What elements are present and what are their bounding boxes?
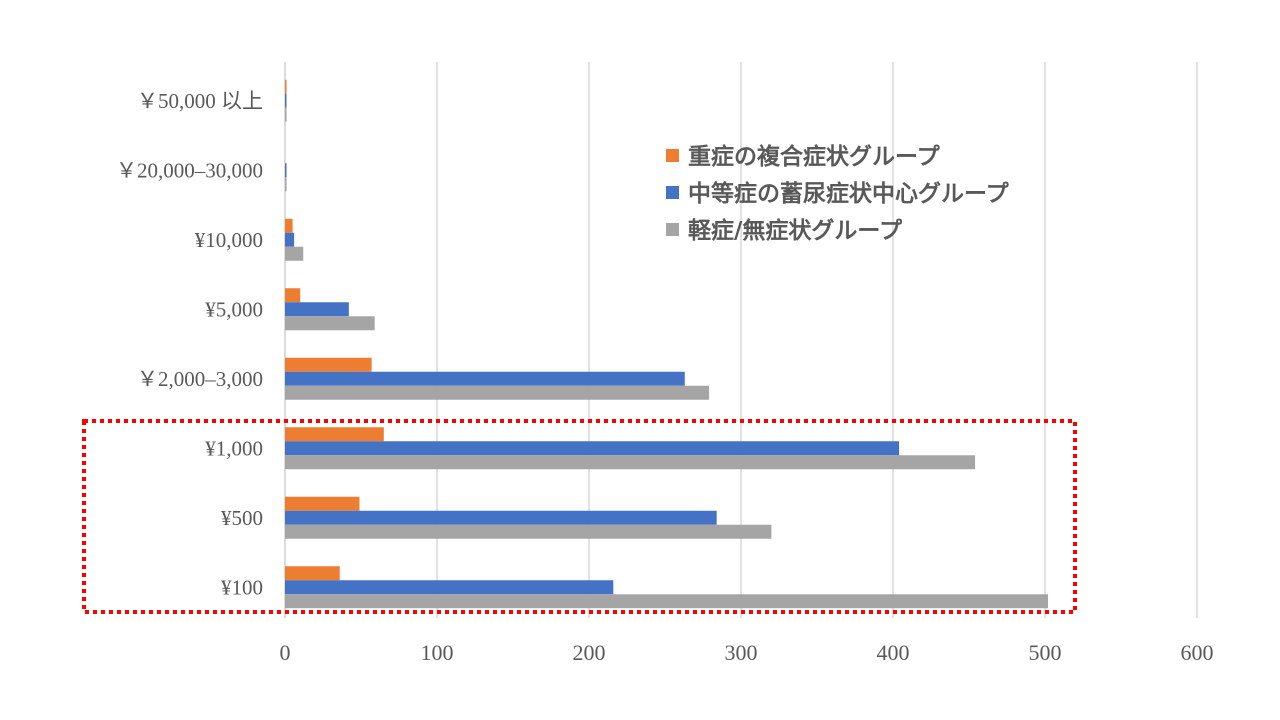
x-tick-label: 500 xyxy=(1029,640,1062,665)
legend-swatch xyxy=(666,223,679,236)
x-tick-label: 100 xyxy=(421,640,454,665)
bar xyxy=(285,594,1049,609)
category-label: ¥500 xyxy=(221,506,263,530)
legend-label: 軽症/無症状グループ xyxy=(688,217,903,244)
bar xyxy=(285,580,614,595)
category-label: ¥1,000 xyxy=(205,436,263,460)
bar xyxy=(285,496,360,511)
bar xyxy=(285,427,384,442)
x-tick-label: 0 xyxy=(280,640,291,665)
bar xyxy=(285,177,287,192)
legend-swatch xyxy=(666,149,679,162)
bar xyxy=(285,288,301,303)
bar xyxy=(285,566,340,581)
x-tick-label: 600 xyxy=(1181,640,1214,665)
bar xyxy=(285,79,287,94)
x-tick-label: 400 xyxy=(877,640,910,665)
bar xyxy=(285,455,976,470)
legend-swatch xyxy=(666,186,679,199)
legend-label: 中等症の蓄尿症状中心グループ xyxy=(688,180,1010,207)
bar xyxy=(285,232,295,247)
bar xyxy=(285,316,375,331)
x-tick-label: 300 xyxy=(725,640,758,665)
x-tick-labels: 0 100 200 300 400 500 600 xyxy=(280,640,1214,665)
bar xyxy=(285,246,304,261)
bar xyxy=(285,107,287,122)
gridlines xyxy=(284,62,1198,618)
bar xyxy=(285,357,372,372)
legend-label: 重症の複合症状グループ xyxy=(688,143,941,170)
x-tick-label: 200 xyxy=(573,640,606,665)
bar xyxy=(285,385,710,400)
bar xyxy=(285,371,685,386)
category-label: ¥5,000 xyxy=(205,297,263,321)
bars xyxy=(285,79,1049,609)
bar xyxy=(285,93,287,108)
bar xyxy=(285,441,900,456)
bar xyxy=(285,524,772,539)
bar xyxy=(285,510,717,525)
category-label: ￥50,000 以上 xyxy=(137,89,263,113)
category-label: ¥100 xyxy=(221,575,263,599)
bar xyxy=(285,302,349,317)
category-labels: ¥100 ¥500 ¥1,000 ￥2,000–3,000 ¥5,000 ¥10,000 ￥… xyxy=(116,89,263,600)
bar xyxy=(285,163,287,178)
bar xyxy=(285,218,293,233)
category-label: ￥20,000–30,000 xyxy=(116,158,263,182)
category-label: ￥2,000–3,000 xyxy=(137,367,263,391)
category-label: ¥10,000 xyxy=(195,228,263,252)
